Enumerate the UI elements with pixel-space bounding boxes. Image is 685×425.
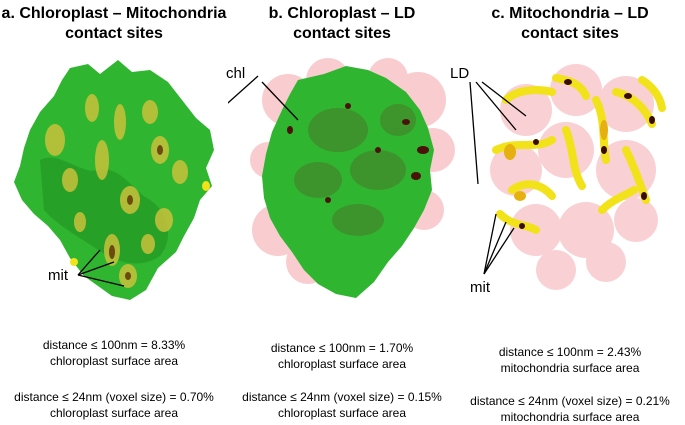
mitochondrion-fragment: [70, 258, 78, 266]
mitochondria-shading: [504, 120, 608, 201]
contact-site-marks: [287, 103, 429, 203]
mit-label: mit: [48, 267, 68, 284]
panel-b-stat-100nm: distance ≤ 100nm = 1.70% chloroplast sur…: [270, 341, 414, 371]
panel-c: c. Mitochondria – LD contact sites: [450, 0, 684, 425]
mit-pointer-lines: [483, 213, 515, 275]
panel-a: a. Chloroplast – Mitochondria contact si…: [0, 0, 228, 425]
chloroplast-mitochondria-render: [14, 60, 214, 300]
panel-b-stat-24nm: distance ≤ 24nm (voxel size) = 0.15% chl…: [242, 390, 442, 420]
chl-pointer-lines: [261, 81, 299, 121]
chl-label: chl: [226, 65, 246, 82]
panel-a-title: a. Chloroplast – Mitochondria contact si…: [1, 5, 227, 42]
chloroplast-shading: [294, 104, 416, 236]
panel-c-stat-100nm: distance ≤ 100nm = 2.43% mitochondria su…: [498, 345, 642, 375]
mit-pointer-lines: [77, 249, 125, 287]
contact-site-marks: [519, 79, 655, 229]
contact-site-marks: [109, 145, 163, 280]
panel-a-stat-100nm: distance ≤ 100nm = 8.33% chloroplast sur…: [42, 338, 186, 368]
panel-b-title: b. Chloroplast – LD contact sites: [268, 5, 416, 42]
ld-pointer-lines: [469, 81, 527, 185]
panel-a-stat-24nm: distance ≤ 24nm (voxel size) = 0.70% chl…: [14, 390, 214, 420]
chl-pointer-lines-a: [228, 75, 259, 104]
mitochondrion-fragment: [202, 181, 210, 191]
ld-label: LD: [450, 65, 470, 82]
panel-b: b. Chloroplast – LD contact sites: [226, 0, 456, 425]
chloroplast-ld-render: [228, 58, 455, 298]
panel-c-title: c. Mitochondria – LD contact sites: [491, 5, 649, 42]
panel-c-stat-24nm: distance ≤ 24nm (voxel size) = 0.21% mit…: [470, 394, 670, 424]
mit-label: mit: [470, 279, 490, 296]
mitochondria-ld-render: [469, 64, 666, 290]
